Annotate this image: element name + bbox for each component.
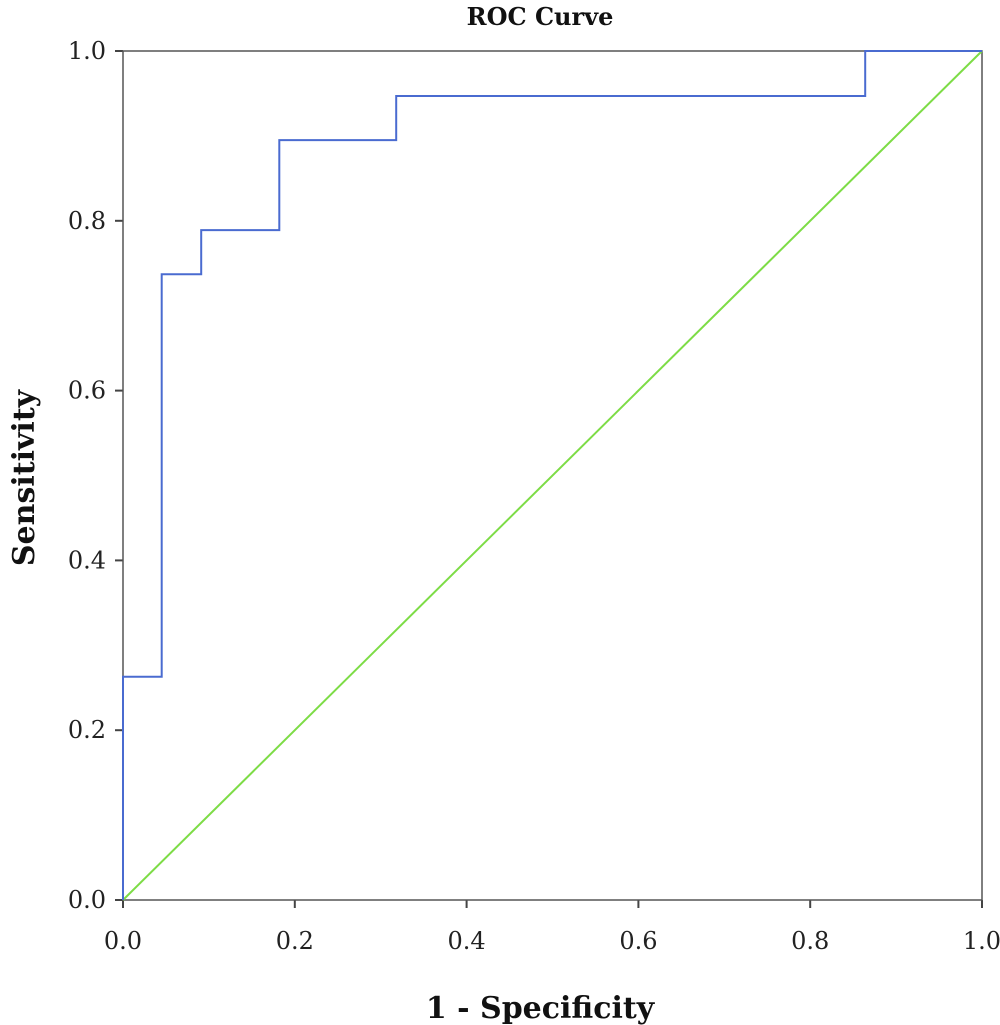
x-tick-label: 0.8 <box>791 927 829 955</box>
x-axis-label: 1 - Specificity <box>426 991 656 1025</box>
roc-curve-line <box>122 50 982 900</box>
plot-area-frame <box>122 50 983 901</box>
y-tick-label: 0.2 <box>68 716 106 744</box>
y-tick-label: 0.0 <box>68 886 106 914</box>
x-tick-label: 1.0 <box>963 927 1000 955</box>
y-axis-label: Sensitivity <box>7 388 42 566</box>
y-tick-label: 0.8 <box>68 207 106 235</box>
x-tick-label: 0.6 <box>619 927 657 955</box>
x-tick-label: 0.0 <box>104 927 142 955</box>
x-tick-label: 0.2 <box>276 927 314 955</box>
series-layer <box>122 50 983 901</box>
chart-title: ROC Curve <box>467 2 614 31</box>
y-tick-label: 0.6 <box>68 377 106 405</box>
y-tick-label: 1.0 <box>68 37 106 65</box>
x-tick-label: 0.4 <box>448 927 486 955</box>
reference-diagonal-line <box>122 50 983 901</box>
y-tick-label: 0.4 <box>68 546 106 574</box>
axis-ticks: 0.0 0.2 0.4 0.6 0.8 1.0 0.0 0.2 0.4 0.6 0.8 1.0 <box>68 37 1000 955</box>
